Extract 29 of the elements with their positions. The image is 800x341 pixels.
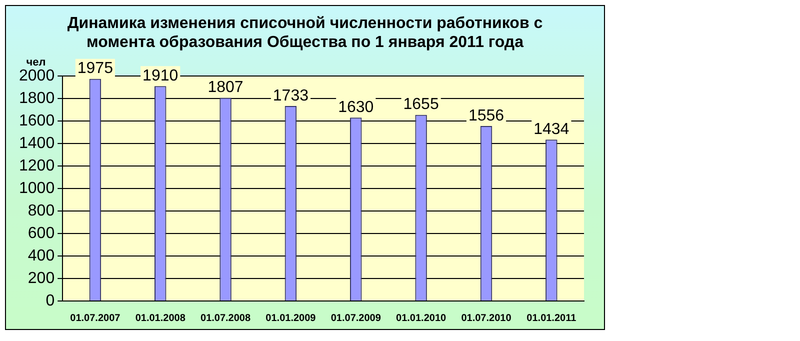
data-label: 1807 (208, 79, 244, 96)
data-label: 1434 (534, 121, 570, 138)
data-label: 1975 (77, 60, 114, 78)
y-tick-label: 200 (28, 270, 55, 287)
chart-title: Динамика изменения списочной численности работников с момента образования Общества по 1 января 2011 года (66, 14, 544, 52)
y-tick-label: 2000 (19, 67, 55, 84)
y-tick-label: 1800 (19, 90, 55, 107)
y-tick-label: 1200 (19, 157, 55, 174)
x-tick-label: 01.07.2010 (461, 312, 512, 324)
data-label: 1733 (272, 87, 309, 104)
x-tick-label: 01.01.2011 (526, 312, 577, 324)
x-tick-label: 01.07.2009 (330, 312, 382, 324)
x-tick-label: 01.07.2007 (70, 312, 121, 324)
data-label: 1655 (403, 96, 439, 114)
data-label: 1630 (338, 99, 374, 116)
y-tick-label: 800 (28, 202, 55, 220)
x-tick-label: 01.01.2010 (396, 312, 447, 324)
y-tick-label: 400 (28, 247, 55, 264)
data-label: 1910 (142, 68, 178, 85)
y-tick-label: 1000 (19, 180, 55, 197)
y-tick-label: 1400 (19, 134, 55, 152)
x-tick-label: 01.01.2008 (135, 312, 186, 324)
x-tick-label: 01.07.2008 (200, 312, 251, 324)
data-label: 1556 (468, 107, 504, 124)
y-tick-label: 600 (28, 224, 55, 242)
x-tick-label: 01.01.2009 (266, 312, 316, 324)
y-tick-label: 0 (46, 292, 55, 310)
y-tick-label: 1600 (19, 112, 55, 130)
y-axis-title: чел (26, 56, 46, 69)
